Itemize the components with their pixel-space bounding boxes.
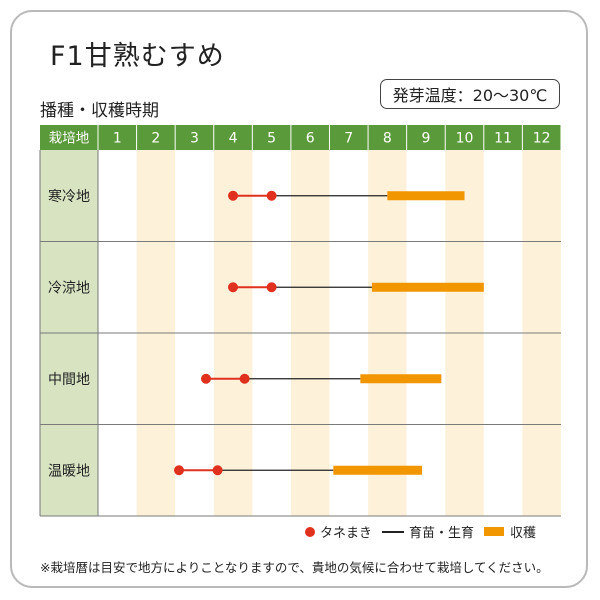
month-label-2: 2 [151,131,160,147]
row-label-3: 温暖地 [48,463,90,479]
chart-subtitle: 播種・収穫時期 [40,101,159,121]
harvest-bar [333,465,423,475]
month-label-11: 11 [494,131,512,147]
legend-sowing: タネまき [305,522,372,541]
month-label-8: 8 [383,131,392,147]
sowing-dot-end [239,373,250,384]
month-label-9: 9 [421,131,430,147]
legend-sowing-label: タネまき [320,526,373,541]
legend-growing-line [382,530,405,533]
header-label: 栽培地 [49,131,90,147]
row-label-bg [40,241,98,333]
month-label-5: 5 [267,131,276,147]
sowing-dot-end [212,465,223,476]
germination-temp-box: 発芽温度：20～30℃ [380,79,560,109]
row-label-1: 冷涼地 [48,280,90,296]
header-bar [40,125,561,150]
product-title: F1甘熟むすめ [50,41,225,72]
month-label-7: 7 [344,131,353,147]
row-label-bg [40,333,98,425]
month-label-6: 6 [306,131,315,147]
month-label-1: 1 [113,131,122,147]
harvest-bar [360,374,442,384]
month-label-12: 12 [533,131,551,147]
legend-harvest: 収穫 [484,522,536,541]
sowing-dot-start [228,282,239,293]
sowing-dot-start [201,373,212,384]
sowing-dot-end [266,190,277,201]
legend: タネまき 育苗・生育 収穫 [305,522,546,541]
legend-harvest-label: 収穫 [510,526,537,541]
month-label-4: 4 [229,131,238,147]
legend-sowing-dot [305,526,315,537]
row-label-0: 寒冷地 [48,188,90,205]
sowing-dot-start [174,465,185,476]
legend-growing: 育苗・生育 [382,522,474,541]
sowing-dot-end [266,282,277,293]
card-frame [10,10,588,588]
harvest-bar [387,191,465,201]
legend-harvest-bar [484,527,505,536]
harvest-bar [371,282,484,292]
row-label-bg [40,424,98,516]
row-label-bg [40,150,98,242]
footnote: ※栽培暦は目安で地方によりことなりますので、貴地の気候に合わせて栽培してください… [40,560,549,575]
row-label-2: 中間地 [48,372,90,388]
sowing-dot-start [228,190,239,201]
month-label-10: 10 [456,131,474,147]
month-label-3: 3 [190,131,199,147]
legend-growing-label: 育苗・生育 [409,526,475,541]
